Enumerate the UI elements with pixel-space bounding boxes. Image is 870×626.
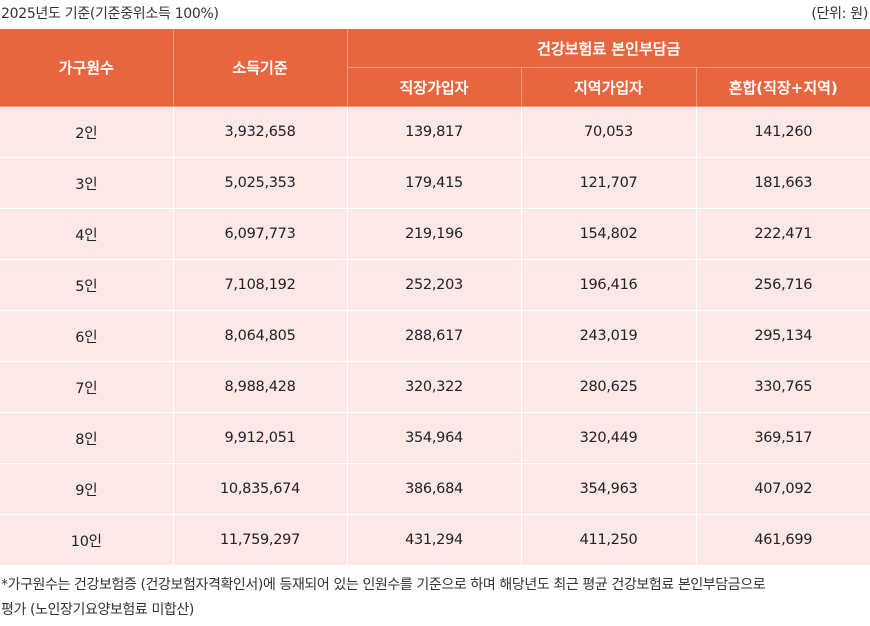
cell-mixed: 330,765: [696, 361, 870, 413]
cell-workplace: 431,294: [347, 514, 522, 566]
cell-regional: 320,449: [521, 412, 697, 464]
table-row: 3인 5,025,353 179,415 121,707 181,663: [0, 157, 870, 209]
cell-workplace: 320,322: [347, 361, 522, 413]
footnote-line-2: 평가 (노인장기요양보험료 미합산): [1, 602, 194, 618]
table-row: 6인 8,064,805 288,617 243,019 295,134: [0, 310, 870, 362]
cell-workplace: 139,817: [347, 106, 522, 158]
cell-income: 5,025,353: [173, 157, 348, 209]
header-regional: 지역가입자: [521, 67, 697, 107]
table-row: 4인 6,097,773 219,196 154,802 222,471: [0, 208, 870, 260]
cell-income: 8,988,428: [173, 361, 348, 413]
cell-regional: 411,250: [521, 514, 697, 566]
cell-mixed: 461,699: [696, 514, 870, 566]
cell-regional: 70,053: [521, 106, 697, 158]
cell-regional: 196,416: [521, 259, 697, 311]
table-caption-bar: 2025년도 기준(기준중위소득 100%) (단위: 원): [0, 0, 870, 28]
cell-mixed: 141,260: [696, 106, 870, 158]
table-row: 9인 10,835,674 386,684 354,963 407,092: [0, 463, 870, 515]
header-workplace: 직장가입자: [347, 67, 522, 107]
table-row: 10인 11,759,297 431,294 411,250 461,699: [0, 514, 870, 566]
cell-household: 4인: [0, 208, 174, 260]
cell-workplace: 252,203: [347, 259, 522, 311]
cell-household: 5인: [0, 259, 174, 311]
cell-regional: 154,802: [521, 208, 697, 260]
cell-mixed: 369,517: [696, 412, 870, 464]
cell-income: 8,064,805: [173, 310, 348, 362]
cell-workplace: 219,196: [347, 208, 522, 260]
cell-mixed: 407,092: [696, 463, 870, 515]
cell-mixed: 181,663: [696, 157, 870, 209]
cell-income: 11,759,297: [173, 514, 348, 566]
cell-workplace: 288,617: [347, 310, 522, 362]
cell-workplace: 386,684: [347, 463, 522, 515]
cell-household: 7인: [0, 361, 174, 413]
header-mixed: 혼합(직장+지역): [696, 67, 870, 107]
cell-household: 10인: [0, 514, 174, 566]
cell-household: 3인: [0, 157, 174, 209]
table-row: 5인 7,108,192 252,203 196,416 256,716: [0, 259, 870, 311]
cell-household: 9인: [0, 463, 174, 515]
cell-income: 3,932,658: [173, 106, 348, 158]
cell-income: 7,108,192: [173, 259, 348, 311]
cell-regional: 243,019: [521, 310, 697, 362]
header-premium-group: 건강보험료 본인부담금: [347, 29, 870, 68]
footnote: *가구원수는 건강보험증 (건강보험자격확인서)에 등재되어 있는 인원수를 기…: [1, 573, 867, 623]
unit-label: (단위: 원): [811, 6, 868, 22]
cell-household: 8인: [0, 412, 174, 464]
table-row: 7인 8,988,428 320,322 280,625 330,765: [0, 361, 870, 413]
cell-income: 6,097,773: [173, 208, 348, 260]
cell-mixed: 256,716: [696, 259, 870, 311]
cell-workplace: 354,964: [347, 412, 522, 464]
cell-regional: 121,707: [521, 157, 697, 209]
cell-regional: 280,625: [521, 361, 697, 413]
cell-mixed: 295,134: [696, 310, 870, 362]
cell-income: 9,912,051: [173, 412, 348, 464]
year-basis-label: 2025년도 기준(기준중위소득 100%): [1, 6, 219, 22]
header-income: 소득기준: [173, 29, 348, 107]
table-row: 8인 9,912,051 354,964 320,449 369,517: [0, 412, 870, 464]
cell-household: 2인: [0, 106, 174, 158]
cell-household: 6인: [0, 310, 174, 362]
footnote-line-1: *가구원수는 건강보험증 (건강보험자격확인서)에 등재되어 있는 인원수를 기…: [1, 577, 766, 593]
cell-mixed: 222,471: [696, 208, 870, 260]
table-row: 2인 3,932,658 139,817 70,053 141,260: [0, 106, 870, 158]
header-household: 가구원수: [0, 29, 174, 107]
cell-regional: 354,963: [521, 463, 697, 515]
cell-income: 10,835,674: [173, 463, 348, 515]
cell-workplace: 179,415: [347, 157, 522, 209]
premium-table: 가구원수 소득기준 건강보험료 본인부담금 직장가입자 지역가입자 혼합(직장+…: [0, 29, 870, 566]
